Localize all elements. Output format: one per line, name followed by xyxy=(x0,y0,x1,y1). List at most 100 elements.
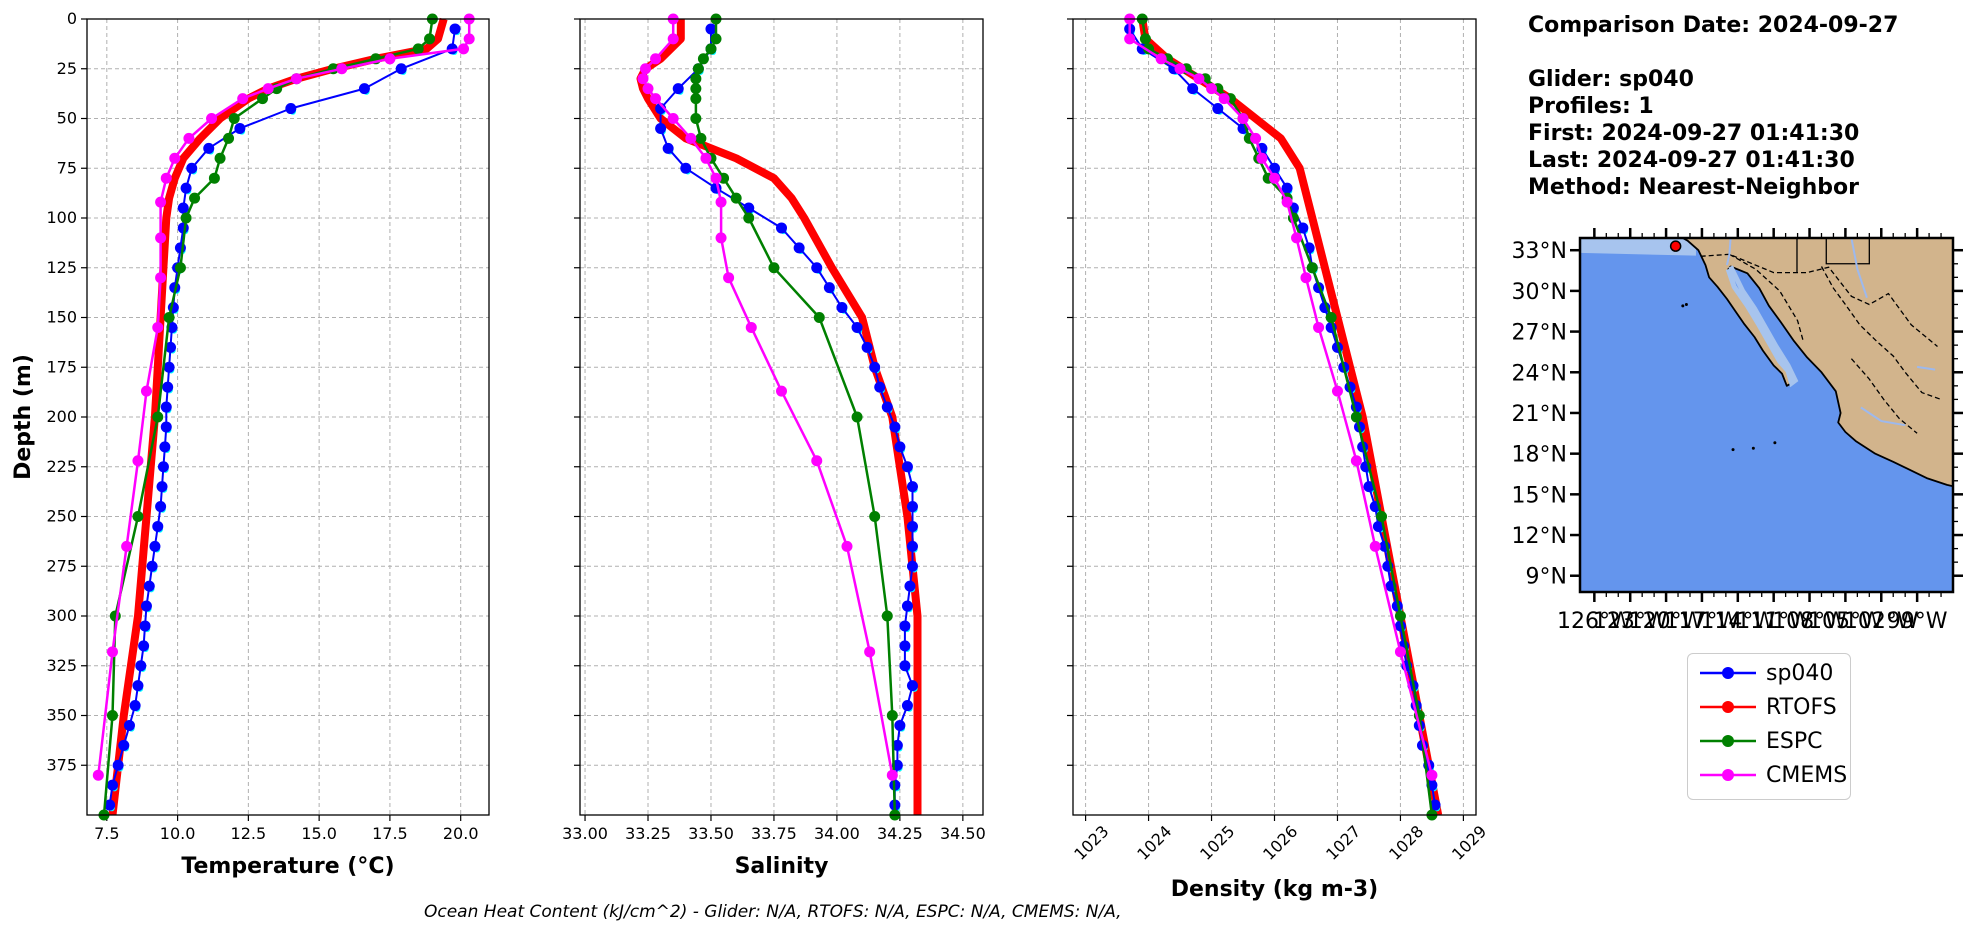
data-point-sp040 xyxy=(906,520,918,532)
lat-label: 18°N xyxy=(1512,443,1567,468)
data-point-sp040 xyxy=(869,361,881,373)
legend-entry-espc: ESPC xyxy=(1698,724,1823,758)
data-point-sp040 xyxy=(163,361,175,373)
data-point-sp040 xyxy=(112,759,124,771)
data-point-sp040 xyxy=(157,461,169,473)
data-point-sp040 xyxy=(705,23,717,35)
y-tick-label: 325 xyxy=(46,656,77,675)
data-point-espc xyxy=(851,411,863,423)
data-point-sp040 xyxy=(811,262,823,274)
data-point-sp040 xyxy=(662,142,674,154)
lon-label: 102°W xyxy=(1844,609,1919,634)
data-point-sp040 xyxy=(203,142,215,154)
lon-label: 108°W xyxy=(1772,609,1847,634)
data-point-sp040 xyxy=(901,700,913,712)
data-point-cmems xyxy=(290,73,302,85)
data-point-sp040 xyxy=(149,540,161,552)
data-point-cmems xyxy=(160,172,172,184)
data-point-espc xyxy=(152,411,164,423)
profile-panel-1: 33.00 33.25 33.50 33.75 34.00 34.25 34.50 Salin… xyxy=(562,13,986,879)
data-point-cmems xyxy=(183,132,195,144)
axes-frame xyxy=(86,18,490,816)
legend-label: CMEMS xyxy=(1766,762,1848,788)
y-tick-label: 150 xyxy=(46,308,77,327)
island xyxy=(1731,448,1735,452)
state-border xyxy=(1820,266,1942,401)
lat-label: 21°N xyxy=(1512,402,1567,427)
data-point-sp040 xyxy=(180,182,192,194)
data-point-cmems xyxy=(1124,33,1136,45)
data-point-espc xyxy=(697,53,709,65)
x-tick-label: 1028 xyxy=(1385,822,1427,864)
data-point-cmems xyxy=(1281,196,1293,208)
data-point-sp040 xyxy=(140,600,152,612)
data-point-cmems xyxy=(206,113,218,124)
data-point-cmems xyxy=(1237,113,1249,124)
data-point-cmems xyxy=(1350,455,1362,467)
x-tick-label: 33.25 xyxy=(625,824,671,843)
data-point-sp040 xyxy=(135,660,147,672)
data-point-sp040 xyxy=(129,700,141,712)
lat-label: 27°N xyxy=(1512,321,1567,346)
data-point-cmems xyxy=(715,196,727,208)
lon-label: 111°W xyxy=(1736,609,1811,634)
data-point-cmems xyxy=(458,43,470,55)
data-point-sp040 xyxy=(1269,162,1280,174)
y-tick-label: 0 xyxy=(67,9,77,28)
info-panel: Comparison Date: 2024-09-27 Glider: sp04… xyxy=(1528,12,1898,201)
x-tick-label: 15.0 xyxy=(301,824,337,843)
x-tick-label: 7.5 xyxy=(94,824,119,843)
data-point-sp040 xyxy=(358,83,370,95)
x-tick-label: 1023 xyxy=(1070,822,1112,864)
data-point-sp040 xyxy=(139,620,151,632)
series-sp040 xyxy=(104,23,461,812)
y-tick-label: 175 xyxy=(46,357,77,376)
data-point-sp040 xyxy=(156,481,168,493)
state-border xyxy=(1825,238,1870,265)
data-point-sp040 xyxy=(152,520,164,532)
data-point-cmems xyxy=(667,33,679,45)
data-point-espc xyxy=(690,93,702,105)
data-point-cmems xyxy=(384,53,396,65)
legend-label: RTOFS xyxy=(1766,694,1837,720)
x-tick-label: 12.5 xyxy=(231,824,267,843)
data-point-espc xyxy=(1350,411,1362,423)
lon-label: 126°W xyxy=(1557,609,1632,634)
comparison-date: Comparison Date: 2024-09-27 xyxy=(1528,13,1899,38)
data-point-cmems xyxy=(1291,232,1303,244)
data-point-sp040 xyxy=(1297,222,1309,234)
data-point-cmems xyxy=(710,172,722,184)
x-tick-label: 33.75 xyxy=(751,824,797,843)
lon-label: 99°W xyxy=(1887,609,1948,634)
glider-location-marker xyxy=(1669,240,1682,252)
data-point-espc xyxy=(886,710,898,721)
data-point-sp040 xyxy=(881,401,893,413)
data-point-sp040 xyxy=(901,461,913,473)
series-cmems xyxy=(1124,13,1438,781)
lat-label: 24°N xyxy=(1512,361,1567,386)
x-tick-label: 17.5 xyxy=(372,824,408,843)
data-point-sp040 xyxy=(851,321,863,333)
data-point-sp040 xyxy=(776,222,787,234)
data-point-cmems xyxy=(723,272,735,284)
island xyxy=(1681,304,1685,308)
river xyxy=(1860,406,1906,427)
y-axis-label: Depth (m) xyxy=(11,354,36,480)
data-point-cmems xyxy=(336,63,348,75)
data-point-espc xyxy=(223,132,235,144)
data-point-cmems xyxy=(1313,321,1325,333)
data-point-sp040 xyxy=(123,719,135,731)
data-point-sp040 xyxy=(874,381,886,393)
x-tick-label: 10.0 xyxy=(160,824,196,843)
series-cmems xyxy=(637,13,898,781)
data-point-sp040 xyxy=(899,660,911,672)
x-tick-label: 1027 xyxy=(1322,822,1364,864)
y-tick-label: 75 xyxy=(57,158,77,177)
legend-marker-cmems xyxy=(1700,769,1756,781)
legend-entry-cmems: CMEMS xyxy=(1698,758,1847,792)
data-point-cmems xyxy=(155,232,167,244)
data-point-sp040 xyxy=(177,202,189,214)
data-point-sp040 xyxy=(395,63,407,75)
lat-label: 12°N xyxy=(1512,524,1567,549)
data-point-espc xyxy=(692,63,704,75)
